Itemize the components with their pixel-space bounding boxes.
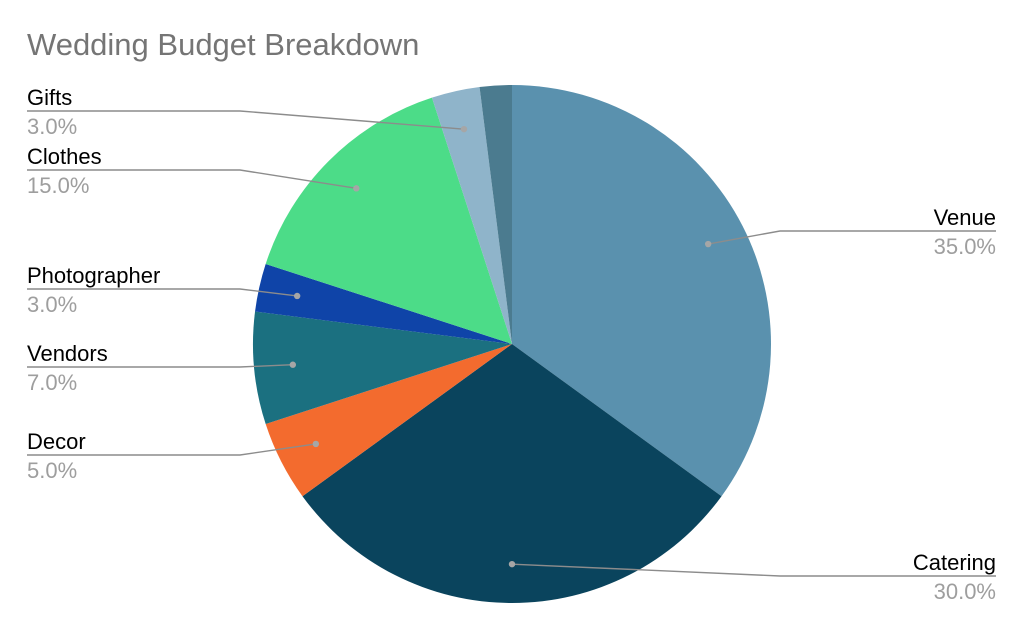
slice-label-venue: Venue xyxy=(934,205,996,230)
slice-label-clothes: Clothes xyxy=(27,144,102,169)
slice-percent-catering: 30.0% xyxy=(934,579,996,604)
slice-clothes xyxy=(265,97,512,344)
slice-label-decor: Decor xyxy=(27,429,86,454)
slice-label-gifts: Gifts xyxy=(27,85,72,110)
leader-dot-vendors xyxy=(289,361,297,368)
slice-percent-vendors: 7.0% xyxy=(27,370,77,395)
slice-label-catering: Catering xyxy=(913,550,996,575)
chart-title: Wedding Budget Breakdown xyxy=(27,27,419,62)
leader-dot-photographer xyxy=(293,292,301,300)
slice-percent-decor: 5.0% xyxy=(27,458,77,483)
slice-labels: Venue 35.0% Catering 30.0% Decor 5.0% Vendors 7… xyxy=(27,85,996,604)
slice-photographer xyxy=(255,263,512,344)
leader-line-catering xyxy=(511,563,996,577)
slice-catering xyxy=(302,344,722,604)
slice-percent-venue: 35.0% xyxy=(934,234,996,259)
leader-line-photographer xyxy=(27,288,298,297)
leader-dot-gifts xyxy=(460,125,468,133)
slice-vendors xyxy=(253,311,513,425)
leader-line-decor xyxy=(27,443,316,456)
slice-venue xyxy=(512,85,771,497)
slice-percent-photographer: 3.0% xyxy=(27,292,77,317)
leader-line-vendors xyxy=(27,364,293,368)
slice-percent-gifts: 3.0% xyxy=(27,114,77,139)
slice-percent-clothes: 15.0% xyxy=(27,173,89,198)
leader-line-gifts xyxy=(27,110,465,130)
leader-dot-clothes xyxy=(353,185,360,192)
slice-gifts xyxy=(431,87,512,344)
leader-lines xyxy=(27,110,996,577)
leader-dot-catering xyxy=(508,560,516,568)
leader-line-venue xyxy=(708,230,996,245)
pie-slices xyxy=(253,85,771,604)
leader-dot-decor xyxy=(312,440,320,448)
slice-label-photographer: Photographer xyxy=(27,263,160,288)
leader-dot-venue xyxy=(704,240,712,248)
slice-label-vendors: Vendors xyxy=(27,341,108,366)
slice-decor xyxy=(265,344,512,497)
slice-other xyxy=(479,85,512,344)
leader-line-clothes xyxy=(27,169,357,190)
